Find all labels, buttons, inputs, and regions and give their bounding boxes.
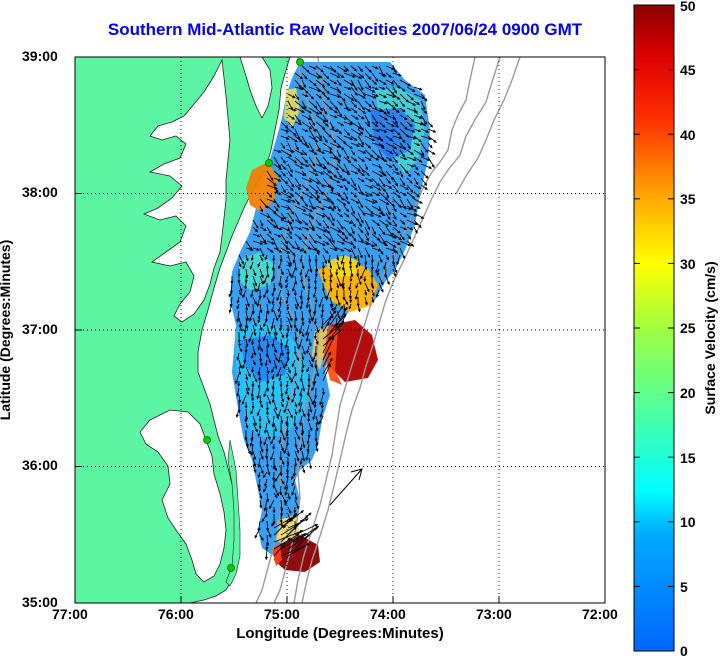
x-tick-label: 74:00 <box>370 606 406 622</box>
y-tick-label: 39:00 <box>22 48 58 64</box>
y-axis-label: Latitude (Degrees:Minutes) <box>0 239 13 421</box>
x-tick-label: 75:00 <box>264 606 300 622</box>
colorbar-ticks <box>634 4 674 652</box>
x-tick-label: 72:00 <box>582 606 618 622</box>
colorbar-tick-label: 50 <box>680 0 696 14</box>
barrier-island <box>225 439 241 587</box>
x-tick-label: 76:00 <box>158 606 194 622</box>
map-title: Southern Mid-Atlantic Raw Velocities 200… <box>107 20 583 39</box>
colorbar-tick-label: 15 <box>680 450 696 466</box>
colorbar-tick-label: 40 <box>680 127 696 143</box>
colorbar-tick-label: 30 <box>680 256 696 272</box>
y-tick-label: 35:00 <box>22 594 58 610</box>
colorbar <box>633 4 675 652</box>
colorbar-label: Surface Velocity (cm/s) <box>702 261 718 415</box>
x-tick-label: 77:00 <box>52 606 88 622</box>
radar-stations <box>203 58 304 572</box>
station-marker <box>227 564 235 572</box>
colorbar-tick-label: 10 <box>680 514 696 530</box>
delaware-bay <box>239 57 273 119</box>
colorbar-tick-label: 35 <box>680 191 696 207</box>
station-marker <box>203 436 211 444</box>
colorbar-tick-label: 5 <box>680 579 688 595</box>
station-marker <box>265 159 273 167</box>
reference-arrow <box>329 468 363 506</box>
colorbar-tick-label: 45 <box>680 62 696 78</box>
y-tick-label: 38:00 <box>22 184 58 200</box>
y-tick-label: 37:00 <box>22 321 58 337</box>
station-marker <box>296 58 304 66</box>
graticule <box>75 57 605 603</box>
colorbar-tick-label: 0 <box>680 643 688 659</box>
y-tick-label: 36:00 <box>22 457 58 473</box>
x-tick-label: 73:00 <box>476 606 512 622</box>
colorbar-tick-label: 25 <box>680 320 696 336</box>
colorbar-tick-label: 20 <box>680 385 696 401</box>
axes-frame <box>74 56 606 604</box>
x-axis-label: Longitude (Degrees:Minutes) <box>236 625 444 642</box>
chesapeake-bay <box>142 58 231 323</box>
